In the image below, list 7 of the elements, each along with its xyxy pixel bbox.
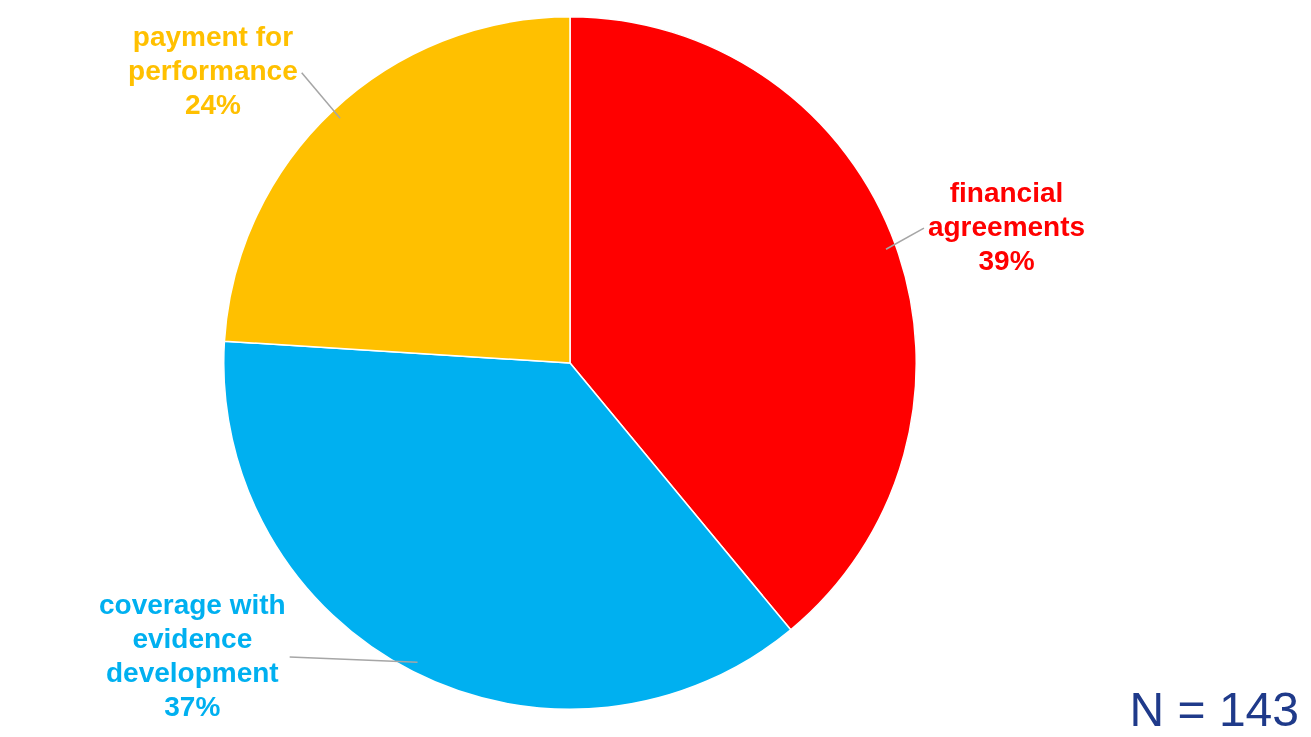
slice-label: coverage with evidence development <box>98 588 286 688</box>
slice-label: payment for performance <box>128 21 298 87</box>
data-label: 39% <box>978 244 1035 276</box>
data-label: 37% <box>164 690 221 722</box>
slice-label: financial agreements <box>927 176 1086 242</box>
text: N = 143 <box>1129 682 1299 737</box>
data-label: 24% <box>184 89 242 121</box>
